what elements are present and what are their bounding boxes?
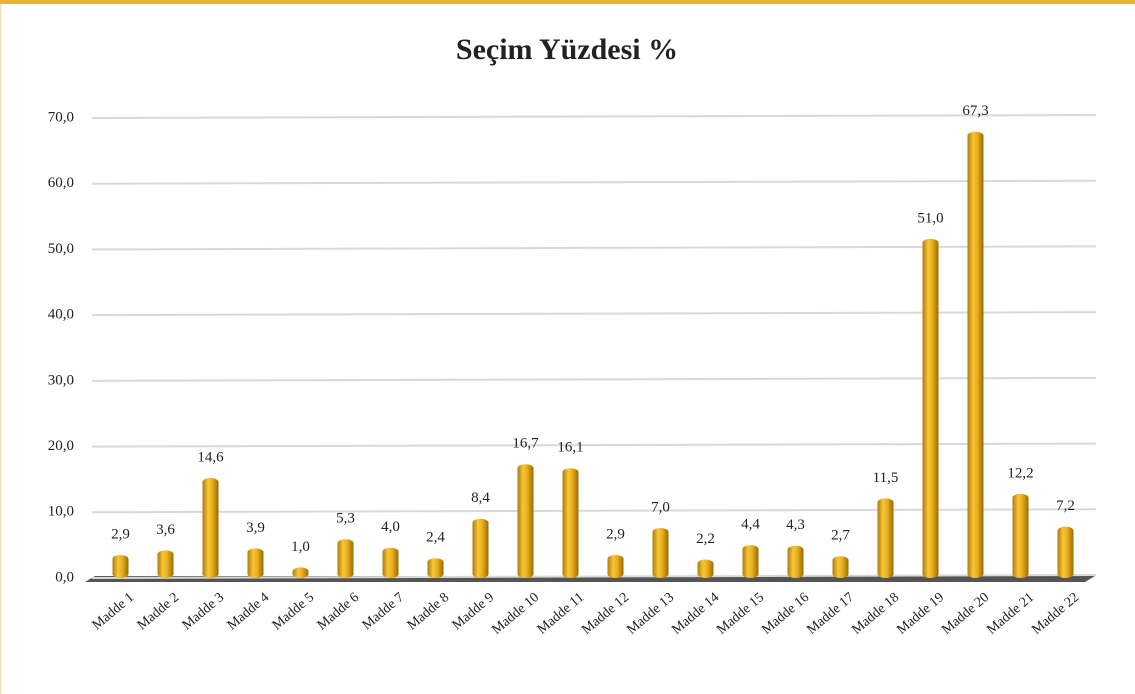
data-label: 14,6: [197, 449, 224, 465]
bar: [832, 556, 849, 578]
x-tick-label: Madde 19: [894, 590, 947, 638]
x-tick-label: Madde 18: [849, 590, 902, 638]
bar: [427, 558, 444, 578]
y-tick-label: 30,0: [48, 372, 74, 388]
x-tick-label: Madde 10: [489, 590, 542, 638]
x-tick-label: Madde 8: [405, 590, 452, 633]
x-tick-label: Madde 6: [315, 590, 362, 633]
bar: [112, 554, 129, 578]
data-label: 2,9: [111, 526, 130, 542]
bar: [967, 131, 984, 578]
data-label: 11,5: [873, 470, 899, 486]
bar: [562, 468, 579, 578]
data-label: 1,0: [291, 539, 310, 555]
bar: [337, 539, 354, 578]
bar: [202, 478, 219, 578]
x-tick-label: Madde 17: [804, 590, 857, 638]
grid-line: [91, 311, 1097, 317]
x-tick-label: Madde 5: [270, 590, 317, 633]
y-tick-label: 0,0: [55, 569, 74, 585]
data-label: 5,3: [336, 511, 355, 527]
chart-title: Seçim Yüzdesi %: [456, 33, 678, 66]
top-border: [0, 0, 1135, 4]
data-label: 16,7: [512, 436, 539, 452]
bar: [1012, 493, 1029, 578]
y-tick-label: 60,0: [48, 175, 74, 191]
x-tick-label: Madde 20: [939, 590, 992, 638]
x-tick-label: Madde 12: [579, 590, 632, 638]
data-label: 51,0: [917, 210, 943, 226]
y-tick-label: 20,0: [48, 438, 74, 454]
bar: [877, 498, 894, 578]
x-tick-label: Madde 3: [180, 590, 227, 633]
bar: [292, 567, 309, 578]
bar: [472, 518, 489, 578]
bar: [247, 548, 264, 578]
data-label: 4,3: [786, 517, 805, 533]
data-label: 3,6: [156, 522, 175, 538]
data-label: 67,3: [962, 103, 988, 119]
bar: [382, 547, 399, 578]
grid-line: [91, 508, 1097, 514]
x-tick-label: Madde 11: [535, 590, 587, 637]
bar: [517, 464, 534, 578]
x-tick-label: Madde 15: [714, 590, 767, 638]
x-tick-label: Madde 4: [225, 590, 272, 633]
bar: [787, 545, 804, 578]
data-label: 2,7: [831, 528, 850, 544]
grid-line: [91, 245, 1097, 251]
bar: [697, 559, 714, 578]
data-label: 12,2: [1007, 465, 1033, 481]
grid-line: [91, 442, 1097, 448]
bar: [742, 545, 759, 578]
x-tick-label: Madde 2: [135, 590, 182, 633]
bar: [157, 550, 174, 578]
data-label: 4,0: [381, 519, 400, 535]
x-tick-label: Madde 13: [624, 590, 677, 638]
data-label: 2,2: [696, 531, 715, 547]
y-tick-label: 40,0: [48, 307, 74, 323]
grid-line: [91, 114, 1097, 119]
x-tick-label: Madde 1: [90, 590, 137, 633]
bar: [607, 554, 624, 578]
data-label: 7,0: [651, 499, 670, 515]
grid-line: [91, 376, 1097, 382]
x-tick-label: Madde 22: [1029, 590, 1082, 638]
data-label: 7,2: [1056, 498, 1075, 514]
grid-line: [91, 179, 1097, 185]
x-tick-label: Madde 16: [759, 590, 812, 638]
x-tick-label: Madde 21: [984, 590, 1037, 638]
bar: [922, 238, 939, 578]
y-tick-label: 50,0: [48, 241, 74, 257]
data-label: 4,4: [741, 517, 760, 533]
data-label: 8,4: [471, 490, 490, 506]
y-tick-label: 10,0: [48, 504, 74, 520]
bar: [1057, 526, 1074, 578]
x-tick-label: Madde 14: [669, 590, 722, 638]
data-label: 16,1: [557, 440, 583, 456]
bar: [652, 528, 669, 578]
x-tick-label: Madde 7: [360, 590, 407, 633]
y-tick-label: 70,0: [48, 109, 74, 125]
data-label: 3,9: [246, 520, 265, 536]
left-border: [0, 4, 2, 694]
data-label: 2,9: [606, 526, 625, 542]
data-label: 2,4: [426, 530, 445, 546]
